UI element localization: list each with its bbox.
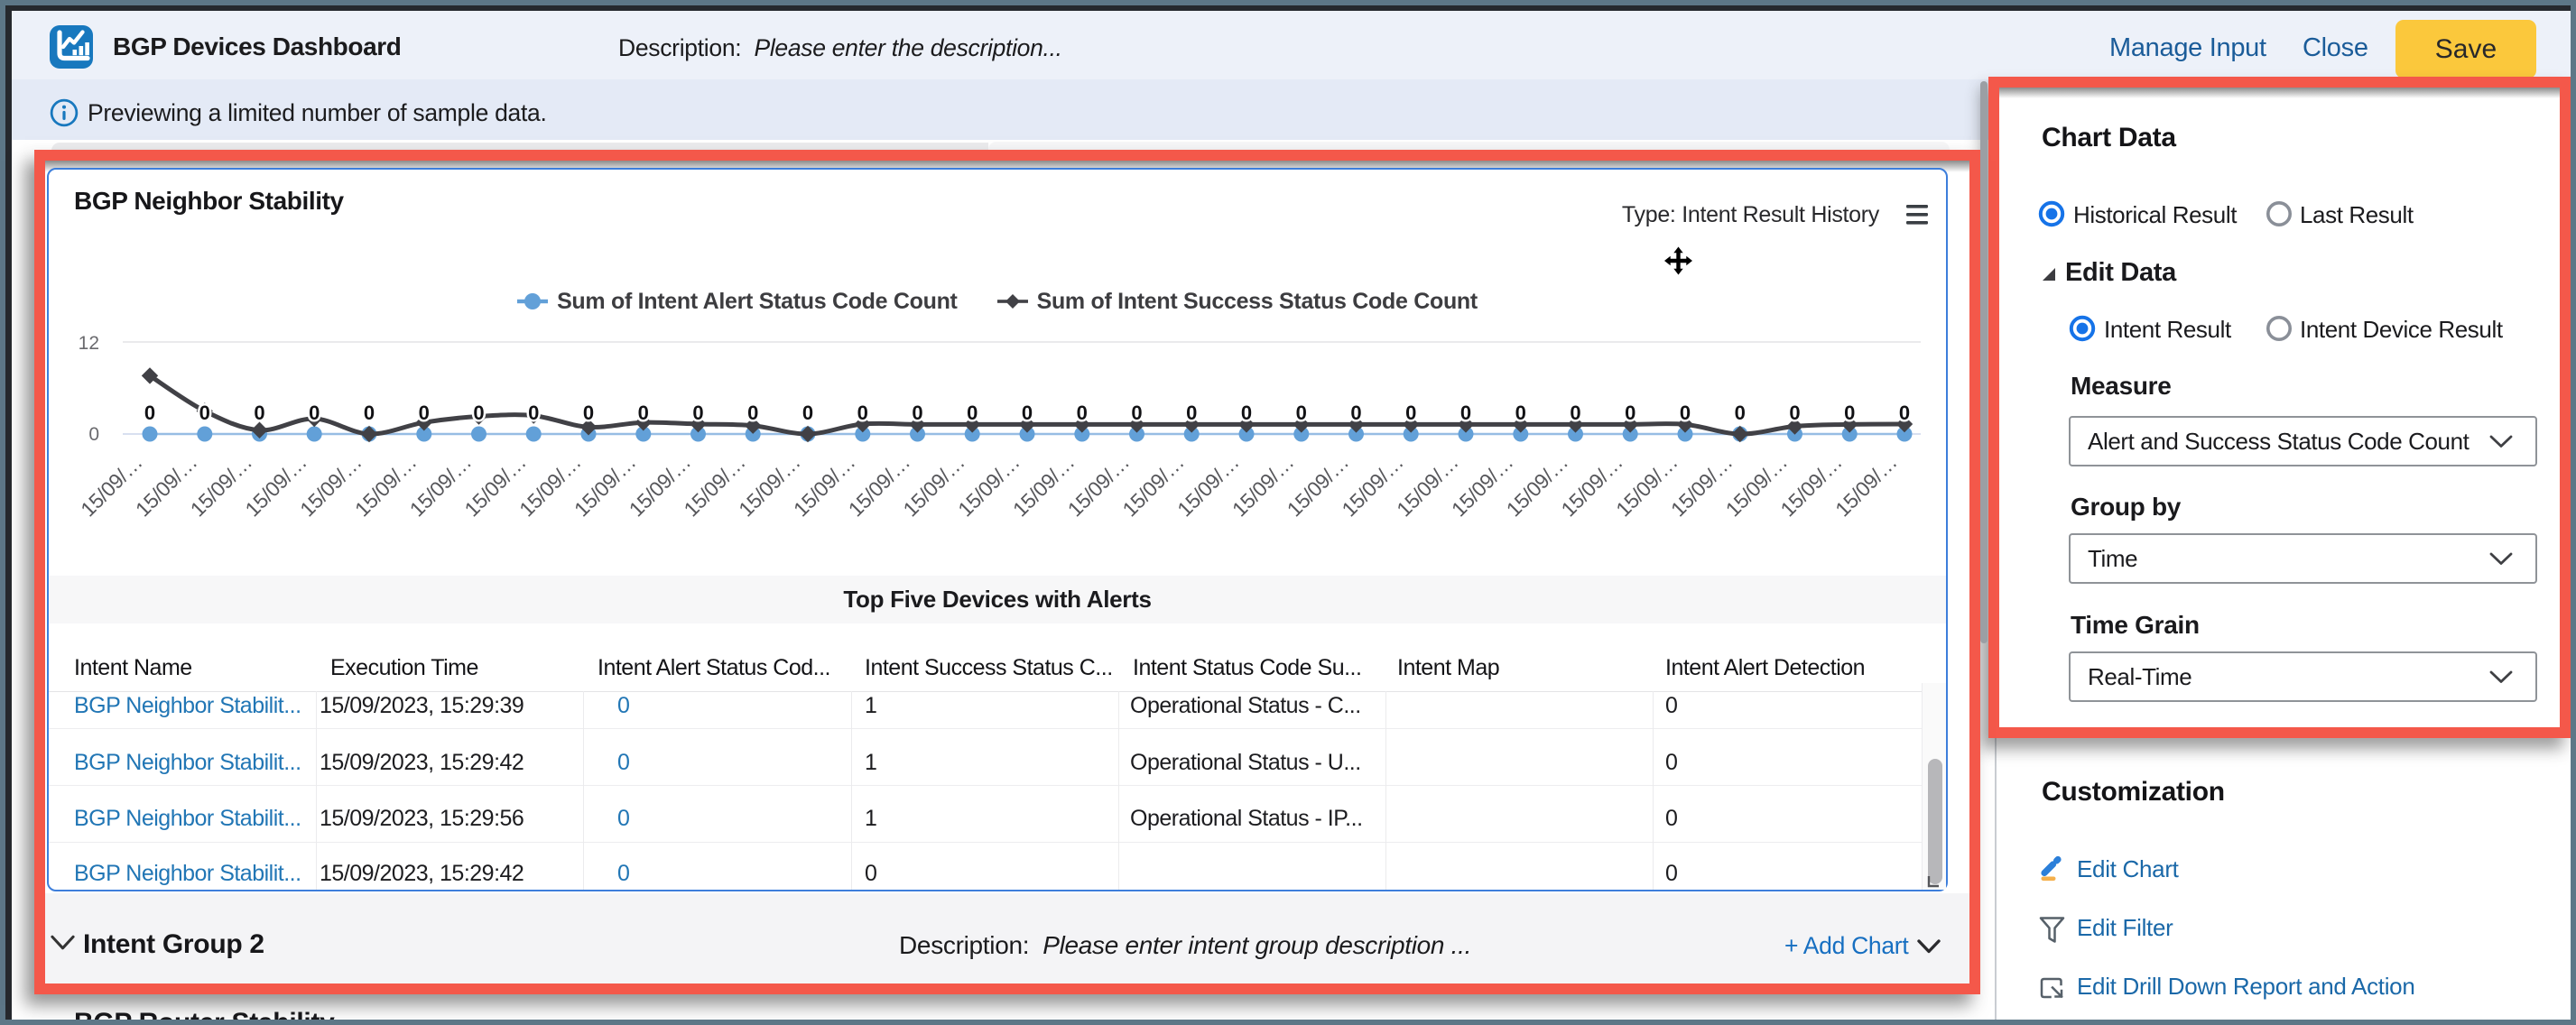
svg-text:0: 0 — [1186, 402, 1197, 424]
svg-text:0: 0 — [1515, 402, 1526, 424]
svg-text:15/09/…: 15/09/… — [1830, 450, 1901, 521]
svg-text:0: 0 — [1789, 402, 1800, 424]
svg-text:0: 0 — [1350, 402, 1361, 424]
svg-text:0: 0 — [583, 402, 594, 424]
svg-text:0: 0 — [747, 402, 758, 424]
svg-text:0: 0 — [1022, 402, 1033, 424]
svg-text:0: 0 — [419, 402, 430, 424]
svg-text:0: 0 — [1899, 402, 1910, 424]
svg-text:0: 0 — [1077, 402, 1088, 424]
svg-text:0: 0 — [1625, 402, 1635, 424]
svg-text:0: 0 — [912, 402, 922, 424]
svg-text:0: 0 — [1844, 402, 1855, 424]
svg-text:0: 0 — [967, 402, 978, 424]
svg-text:0: 0 — [309, 402, 320, 424]
svg-text:0: 0 — [638, 402, 649, 424]
svg-text:0: 0 — [1131, 402, 1142, 424]
svg-text:0: 0 — [473, 402, 484, 424]
svg-text:0: 0 — [528, 402, 539, 424]
svg-text:12: 12 — [79, 333, 99, 354]
svg-text:0: 0 — [1405, 402, 1416, 424]
svg-text:0: 0 — [199, 402, 210, 424]
svg-text:0: 0 — [364, 402, 375, 424]
svg-text:0: 0 — [254, 402, 264, 424]
svg-text:0: 0 — [802, 402, 813, 424]
svg-text:0: 0 — [692, 402, 703, 424]
svg-text:0: 0 — [857, 402, 868, 424]
svg-text:0: 0 — [144, 402, 155, 424]
svg-text:0: 0 — [1680, 402, 1691, 424]
svg-text:0: 0 — [1570, 402, 1580, 424]
svg-text:0: 0 — [1460, 402, 1471, 424]
svg-text:0: 0 — [88, 424, 99, 445]
svg-text:0: 0 — [1296, 402, 1307, 424]
svg-text:0: 0 — [1735, 402, 1746, 424]
svg-text:0: 0 — [1241, 402, 1252, 424]
